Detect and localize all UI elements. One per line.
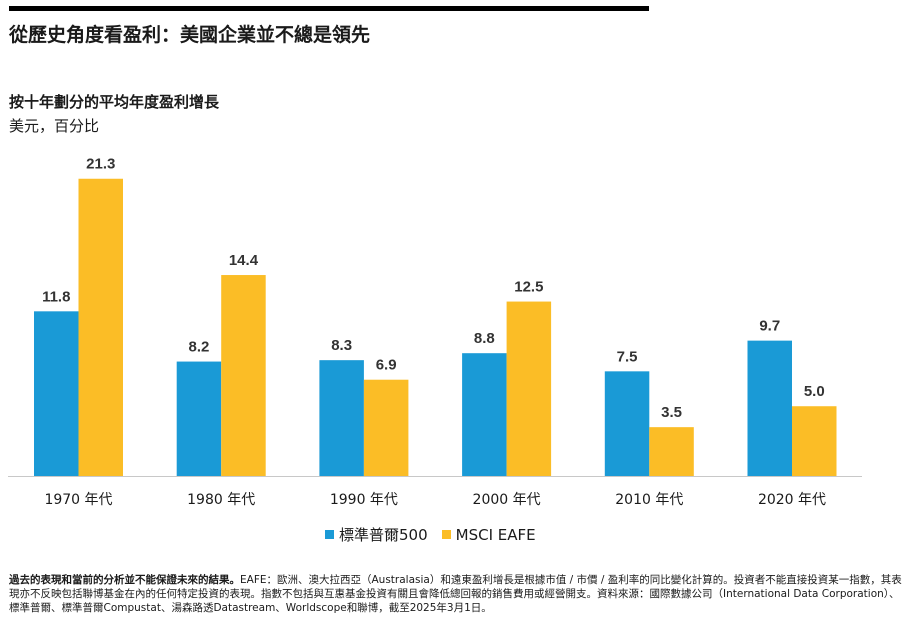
data-label-msci-eafe-2: 6.9 <box>376 357 397 374</box>
bar-msci-eafe-2 <box>363 379 409 476</box>
bar-msci-eafe-4 <box>649 427 694 476</box>
footnote-disclaimer: 過去的表現和當前的分析並不能保證未來的結果。 <box>9 574 240 586</box>
x-tick-label-0: 1970 年代 <box>44 492 112 508</box>
legend-item-msci-eafe: MSCI EAFE <box>441 525 536 544</box>
data-label-msci-eafe-1: 14.4 <box>229 252 259 269</box>
x-tick-label-5: 2020 年代 <box>758 492 826 508</box>
data-label-msci-eafe-4: 3.5 <box>661 404 682 421</box>
chart-subtitle: 美元，百分比 <box>9 117 100 135</box>
bar-msci-eafe-0 <box>78 178 123 476</box>
footnote-text: EAFE：歐洲、澳大拉西亞（Australasia）和遠東盈利增長是根據市值 /… <box>9 574 902 614</box>
data-label-sp500-4: 7.5 <box>617 348 638 365</box>
bar-sp500-4 <box>604 371 650 476</box>
data-label-sp500-0: 11.8 <box>42 288 70 305</box>
data-label-sp500-2: 8.3 <box>331 337 352 354</box>
x-tick-label-4: 2010 年代 <box>615 492 683 508</box>
chart-title: 按十年劃分的平均年度盈利增長 <box>9 93 220 111</box>
x-tick-label-2: 1990 年代 <box>330 492 398 508</box>
x-tick-label-1: 1980 年代 <box>187 492 255 508</box>
data-label-msci-eafe-5: 5.0 <box>804 383 825 400</box>
bar-sp500-0 <box>34 311 79 476</box>
legend-swatch-sp500 <box>325 530 334 539</box>
footnote: 過去的表現和當前的分析並不能保證未來的結果。EAFE：歐洲、澳大拉西亞（Aust… <box>9 573 909 615</box>
bar-msci-eafe-3 <box>506 301 552 476</box>
page-title: 從歷史角度看盈利：美國企業並不總是領先 <box>9 24 371 46</box>
bar-msci-eafe-1 <box>221 275 266 476</box>
legend-label-msci-eafe: MSCI EAFE <box>455 525 536 544</box>
bar-msci-eafe-5 <box>792 406 837 476</box>
bar-sp500-5 <box>747 340 792 476</box>
legend-label-sp500: 標準普爾500 <box>339 526 428 544</box>
bar-sp500-1 <box>176 361 222 476</box>
data-label-msci-eafe-3: 12.5 <box>514 279 543 296</box>
data-label-msci-eafe-0: 21.3 <box>86 156 115 173</box>
legend: 標準普爾500 MSCI EAFE <box>325 524 550 545</box>
top-rule <box>9 6 649 11</box>
x-tick-label-3: 2000 年代 <box>473 492 541 508</box>
data-label-sp500-3: 8.8 <box>474 330 495 347</box>
data-label-sp500-1: 8.2 <box>189 339 210 356</box>
legend-swatch-msci-eafe <box>441 530 451 539</box>
legend-item-sp500: 標準普爾500 <box>325 524 428 545</box>
bar-sp500-3 <box>462 353 507 476</box>
bar-chart: 11.8 21.3 1970 年代 8.2 14.4 1980 年代 8.3 6.9 1990 … <box>8 156 862 508</box>
data-label-sp500-5: 9.7 <box>759 318 780 335</box>
bar-sp500-2 <box>319 360 364 476</box>
